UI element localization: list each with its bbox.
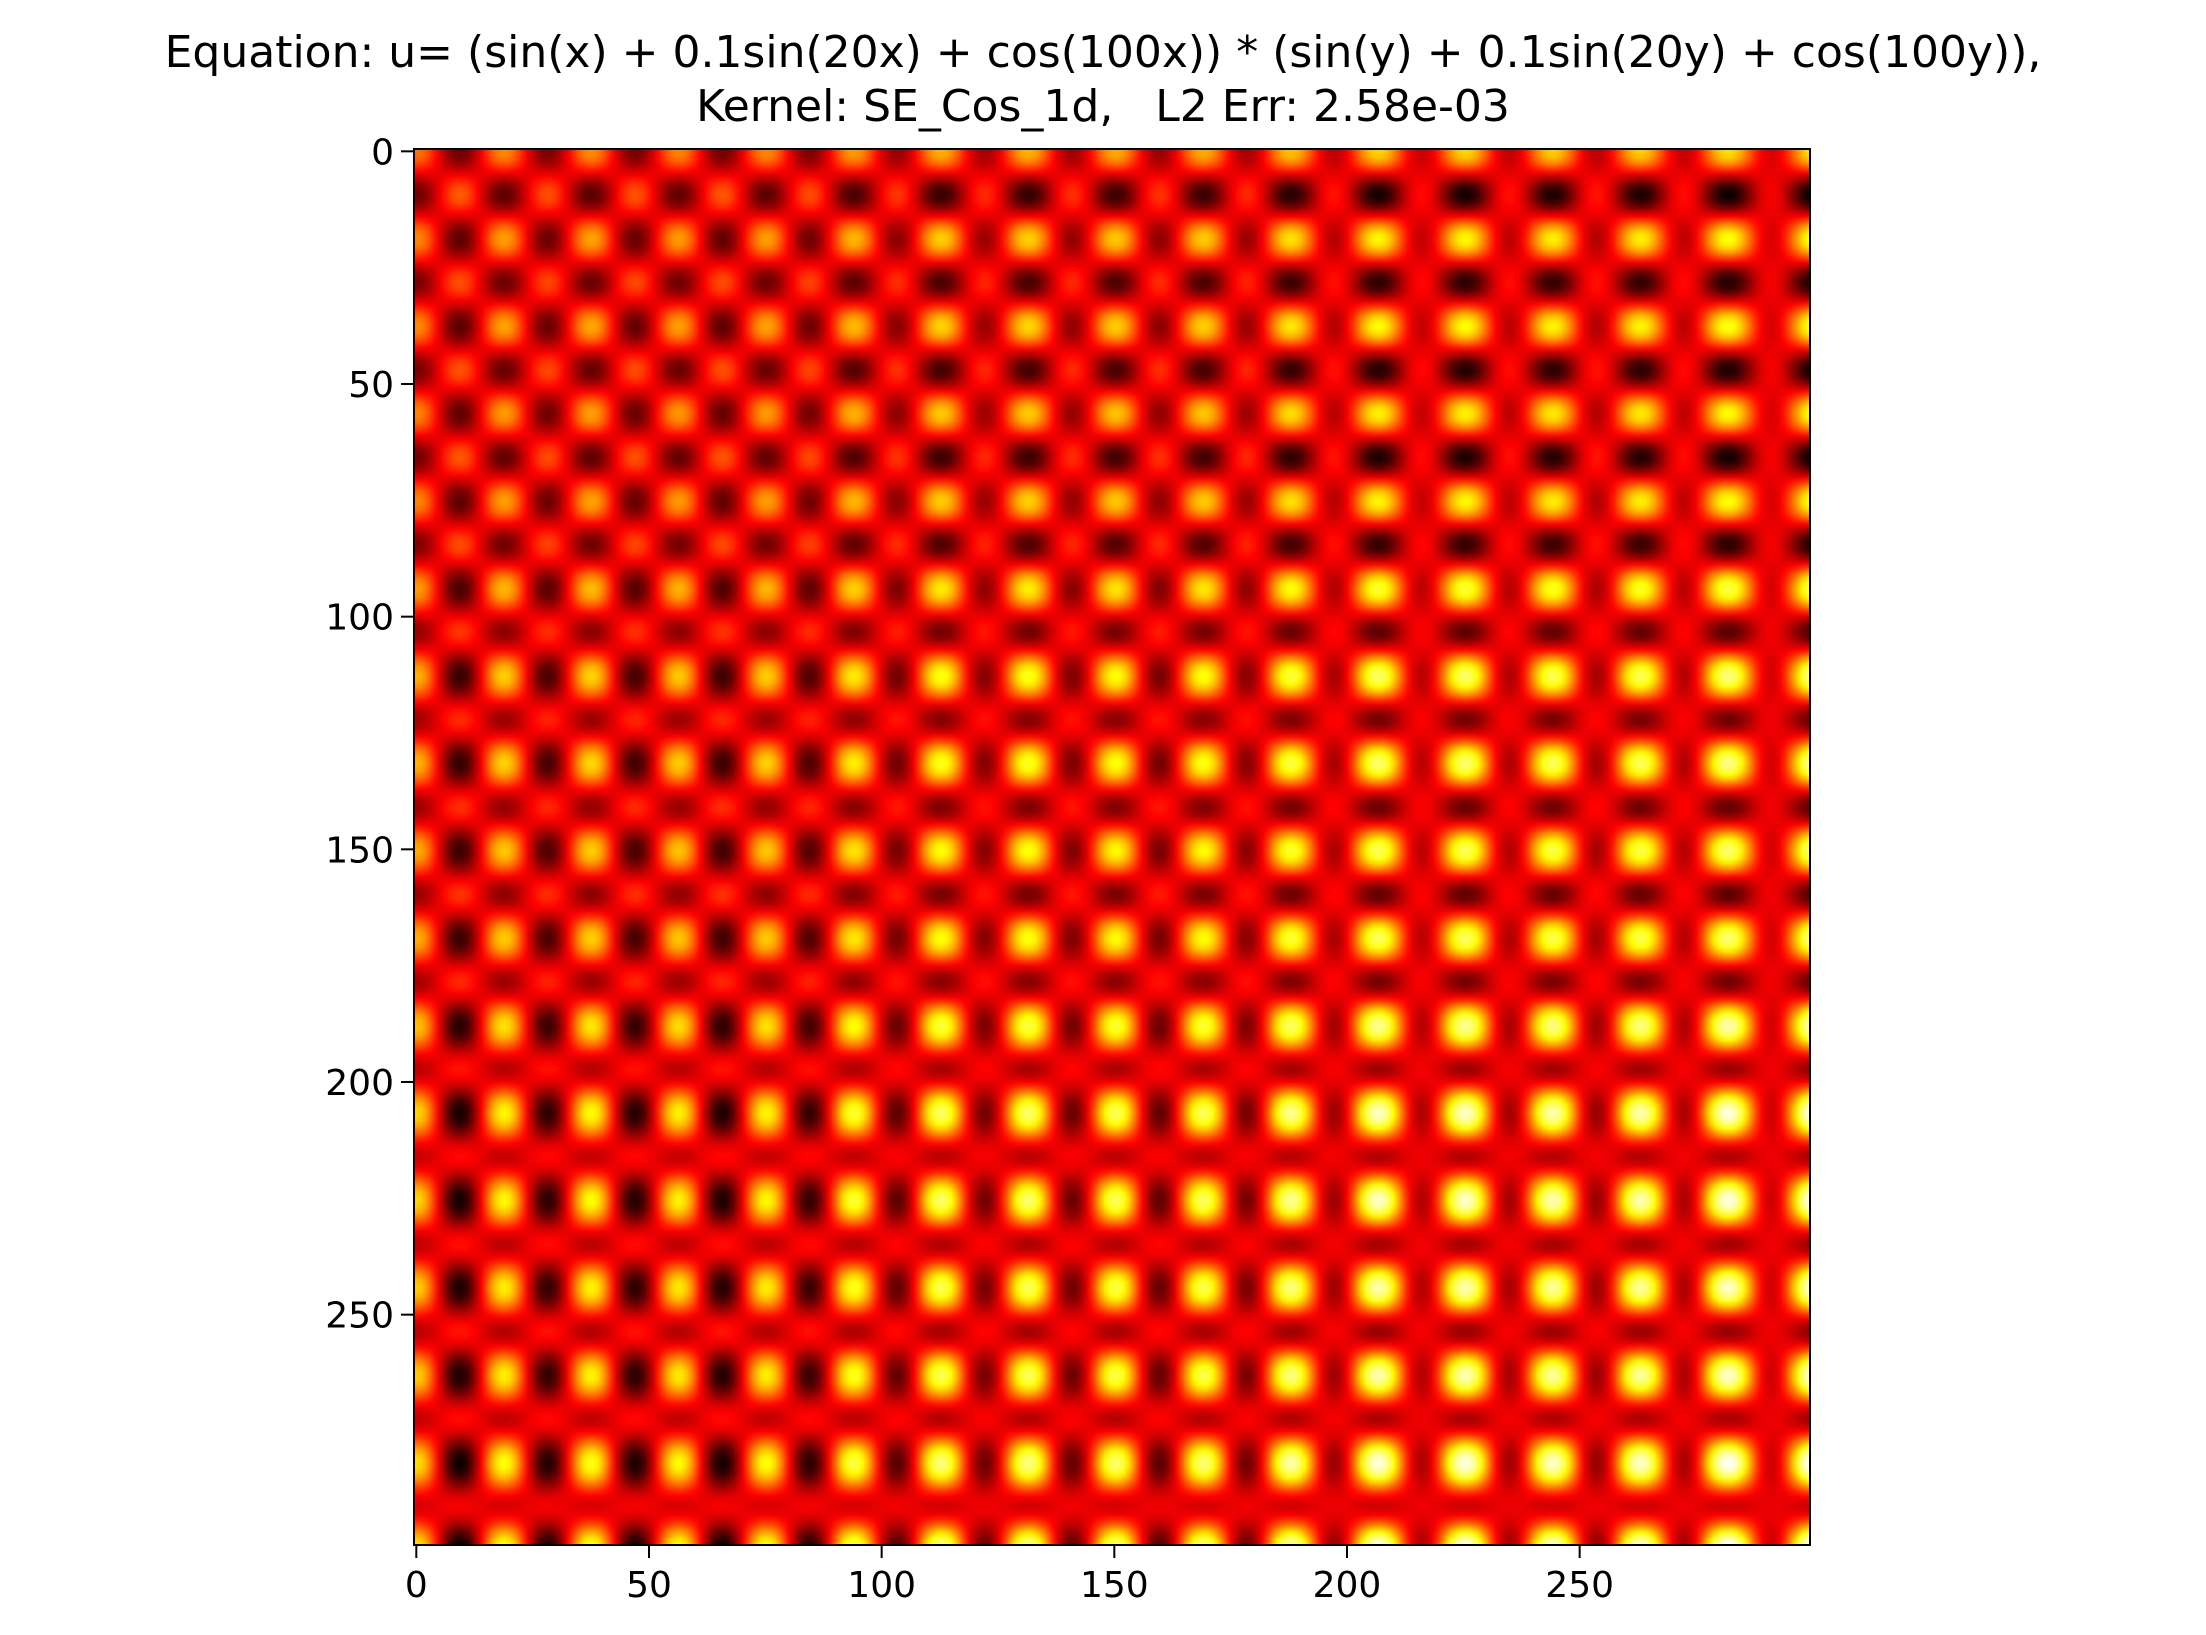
y-tick-label: 150 — [325, 830, 394, 871]
x-tick-label: 100 — [847, 1565, 916, 1606]
x-axis: 0 50 100 150 200 250 — [405, 1546, 1614, 1606]
y-tick-label: 100 — [325, 598, 394, 639]
x-tick-label: 200 — [1313, 1565, 1382, 1606]
x-tick-label: 150 — [1080, 1565, 1149, 1606]
x-tick-label: 50 — [626, 1565, 672, 1606]
y-axis: 0 50 100 150 200 250 — [325, 132, 413, 1337]
y-tick-label: 250 — [325, 1296, 394, 1337]
y-tick-label: 200 — [325, 1063, 394, 1104]
chart-subtitle: Kernel: SE_Cos_1d, L2 Err: 2.58e-03 — [696, 81, 1510, 132]
chart-title: Equation: u= (sin(x) + 0.1sin(20x) + cos… — [164, 27, 2042, 78]
y-tick-label: 0 — [371, 132, 394, 173]
x-tick-label: 250 — [1545, 1565, 1614, 1606]
y-tick-label: 50 — [348, 365, 394, 406]
x-tick-label: 0 — [405, 1565, 428, 1606]
heatmap-image — [414, 149, 1810, 1545]
